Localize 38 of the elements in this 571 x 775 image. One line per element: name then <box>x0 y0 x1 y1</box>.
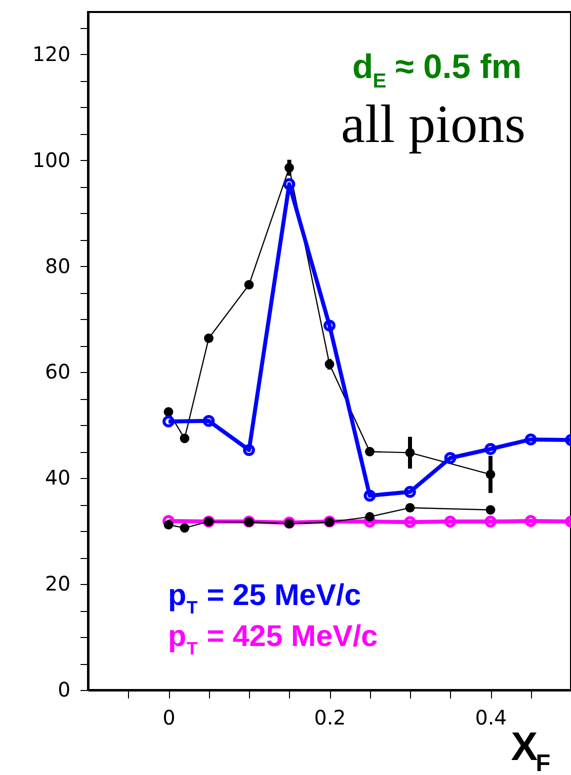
point <box>486 470 496 480</box>
point <box>444 452 456 464</box>
point <box>283 178 296 190</box>
point <box>202 414 215 427</box>
point <box>365 512 374 522</box>
point <box>484 443 496 455</box>
point <box>284 162 294 172</box>
point <box>486 505 496 515</box>
y-tick-label: 20 <box>45 572 70 596</box>
point <box>324 320 336 332</box>
point <box>405 448 415 458</box>
y-tick-label: 80 <box>45 254 70 278</box>
point <box>324 360 334 369</box>
x-tick-label: 0.2 <box>314 706 346 730</box>
point <box>204 334 214 344</box>
y-tick-label: 0 <box>58 678 70 702</box>
point <box>164 407 174 417</box>
point <box>524 515 537 527</box>
point <box>180 434 190 444</box>
y-tick-label: 40 <box>45 466 70 490</box>
point <box>524 433 537 446</box>
point <box>484 516 496 528</box>
point <box>405 503 415 513</box>
x-tick-label: 0.4 <box>475 706 507 730</box>
point <box>180 523 190 533</box>
point <box>244 280 254 290</box>
x-tick-label: 0 <box>162 706 176 730</box>
y-tick-label: 120 <box>32 42 70 66</box>
point <box>164 520 174 530</box>
point <box>444 516 456 528</box>
y-tick-label: 100 <box>32 148 70 172</box>
point <box>365 446 374 456</box>
point <box>404 486 416 498</box>
point <box>243 444 255 456</box>
annotation: all pions <box>341 94 526 154</box>
point <box>364 490 376 502</box>
y-tick-label: 60 <box>45 360 70 384</box>
point <box>404 516 416 528</box>
